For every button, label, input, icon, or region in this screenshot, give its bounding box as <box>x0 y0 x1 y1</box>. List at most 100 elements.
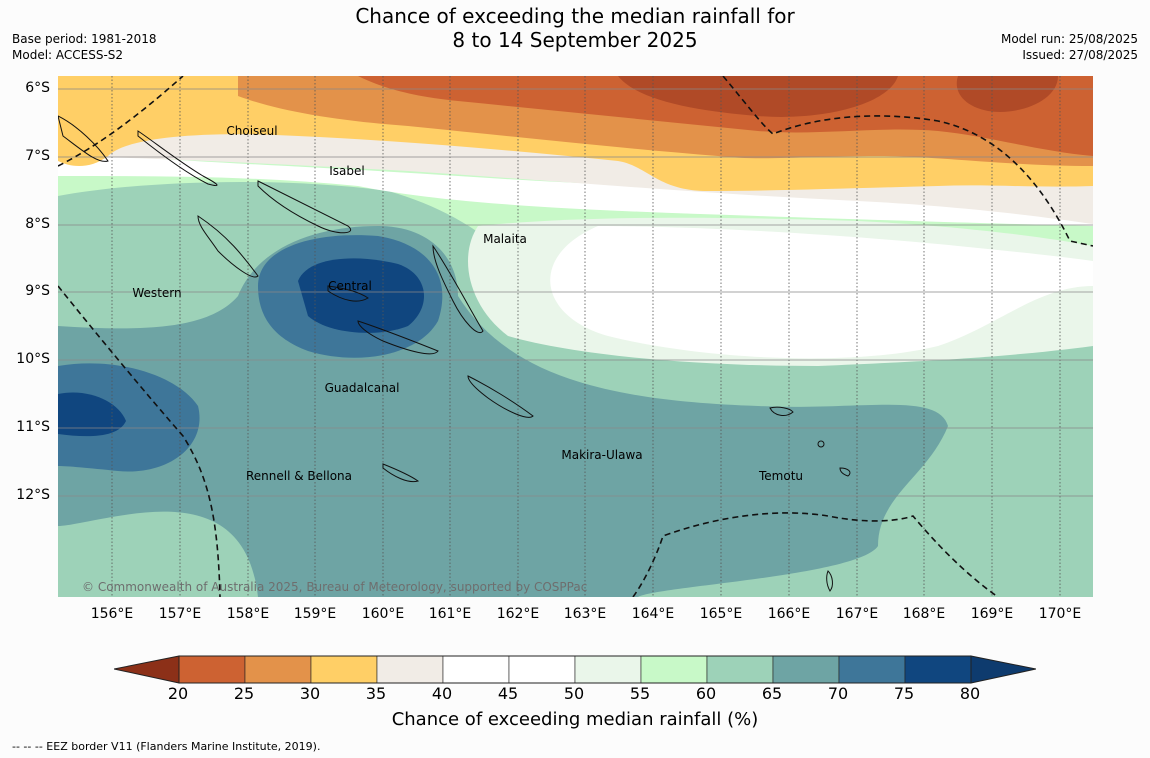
eez-south-east <box>632 512 999 597</box>
place-isabel: Isabel <box>329 164 365 178</box>
meta-right: Model run: 25/08/2025 Issued: 27/08/2025 <box>1001 31 1138 63</box>
longitude-gridlines <box>111 76 1061 597</box>
lon-label-162e: 162°E <box>496 606 540 622</box>
colorbar-label: Chance of exceeding median rainfall (%) <box>391 709 759 730</box>
place-western: Western <box>132 286 182 300</box>
colorbar-max-extend <box>970 655 1037 684</box>
coastlines <box>58 115 851 592</box>
base-period-text: Base period: 1981-2018 <box>12 32 157 46</box>
place-makira-ulawa: Makira-Ulawa <box>561 448 643 462</box>
santa-cruz-island <box>769 406 794 416</box>
vanikoro-islets <box>826 570 833 592</box>
contour-80-central <box>298 258 425 333</box>
place-rennell-bellona: Rennell & Bellona <box>245 469 353 483</box>
contour-20-25-b <box>956 76 1058 112</box>
place-choiseul: Choiseul <box>226 124 278 138</box>
colorbar-swatch-55-60 <box>640 655 708 684</box>
lon-label-156e: 156°E <box>90 606 134 622</box>
lon-label-164e: 164°E <box>631 606 675 622</box>
bougainville-coast <box>58 115 109 162</box>
lon-label-158e: 158°E <box>226 606 270 622</box>
lon-label-168e: 168°E <box>902 606 946 622</box>
place-temotu: Temotu <box>758 469 804 483</box>
lon-label-160e: 160°E <box>361 606 405 622</box>
eez-north-west <box>58 76 184 167</box>
latitude-gridlines <box>58 88 1093 497</box>
colorbar-swatch-50-55 <box>574 655 642 684</box>
map-title-line1: Chance of exceeding the median rainfall … <box>355 4 795 28</box>
contour-40-45 <box>58 116 1093 224</box>
colorbar-outline <box>178 655 972 684</box>
copyright-notice: © Commonwealth of Australia 2025, Bureau… <box>82 580 588 594</box>
colorbar-tick-50: 50 <box>563 684 585 703</box>
contour-45-50 <box>58 151 1093 226</box>
lon-label-170e: 170°E <box>1038 606 1082 622</box>
lon-label-161e: 161°E <box>428 606 472 622</box>
lat-label-11s: 11°S <box>16 419 50 435</box>
lon-label-157e: 157°E <box>158 606 202 622</box>
malaita-island <box>432 244 484 334</box>
rennell-island <box>382 463 420 483</box>
colorbar-swatch-40-45 <box>442 655 510 684</box>
colorbar-swatch-70-75 <box>838 655 906 684</box>
temotu-islet <box>817 440 825 448</box>
eez-footnote: -- -- -- EEZ border V11 (Flanders Marine… <box>12 740 321 753</box>
colorbar-tick-40: 40 <box>431 684 453 703</box>
lon-label-166e: 166°E <box>767 606 811 622</box>
meta-left: Base period: 1981-2018 Model: ACCESS-S2 <box>12 31 157 63</box>
lat-label-8s: 8°S <box>25 216 50 232</box>
colorbar-swatch-65-70 <box>772 655 840 684</box>
colorbar-swatch-35-40 <box>376 655 444 684</box>
colorbar-tick-80: 80 <box>959 684 981 703</box>
new-georgia <box>197 215 259 278</box>
colorbar-tick-70: 70 <box>827 684 849 703</box>
model-run-text: Model run: 25/08/2025 <box>1000 32 1138 46</box>
contour-80-west <box>58 392 126 437</box>
lon-label-159e: 159°E <box>293 606 337 622</box>
choiseul-island <box>137 130 218 187</box>
colorbar-swatch-45-50 <box>508 655 576 684</box>
lat-label-10s: 10°S <box>16 351 50 367</box>
colorbar-tick-35: 35 <box>365 684 387 703</box>
colorbar <box>113 655 1037 684</box>
colorbar-svg <box>113 655 1037 684</box>
lat-label-7s: 7°S <box>25 148 50 164</box>
lon-label-165e: 165°E <box>699 606 743 622</box>
place-central: Central <box>328 279 372 293</box>
colorbar-tick-55: 55 <box>629 684 651 703</box>
colorbar-swatch-25-30 <box>244 655 312 684</box>
colorbar-tick-65: 65 <box>761 684 783 703</box>
colorbar-tick-30: 30 <box>299 684 321 703</box>
colorbar-swatch-30-35 <box>310 655 378 684</box>
place-guadalcanal: Guadalcanal <box>324 381 400 395</box>
guadalcanal-island <box>357 320 439 355</box>
lon-label-167e: 167°E <box>835 606 879 622</box>
lat-label-12s: 12°S <box>16 487 50 503</box>
colorbar-swatch-20-25 <box>178 655 246 684</box>
colorbar-tick-20: 20 <box>167 684 189 703</box>
lat-label-6s: 6°S <box>25 80 50 96</box>
map-title-line2: 8 to 14 September 2025 <box>452 28 698 52</box>
colorbar-swatches <box>178 655 972 684</box>
eez-borders <box>58 76 1093 597</box>
contour-20-25-a <box>618 76 898 117</box>
colorbar-tick-45: 45 <box>497 684 519 703</box>
model-text: Model: ACCESS-S2 <box>12 48 124 62</box>
colorbar-tick-75: 75 <box>893 684 915 703</box>
rainfall-map[interactable] <box>58 76 1093 597</box>
lon-label-169e: 169°E <box>970 606 1014 622</box>
contour-25-30 <box>358 76 1093 156</box>
lat-label-9s: 9°S <box>25 283 50 299</box>
colorbar-tick-60: 60 <box>695 684 717 703</box>
eez-north-east <box>722 76 1093 247</box>
colorbar-swatch-75-80 <box>904 655 972 684</box>
issued-text: Issued: 27/08/2025 <box>1022 48 1138 62</box>
makira-island <box>467 375 534 418</box>
colorbar-swatch-60-65 <box>706 655 774 684</box>
place-malaita: Malaita <box>483 232 527 246</box>
isabel-island <box>257 180 351 234</box>
colorbar-min-extend <box>113 655 180 684</box>
eez-west <box>58 285 221 597</box>
lon-label-163e: 163°E <box>563 606 607 622</box>
rainfall-map-svg <box>58 76 1093 597</box>
